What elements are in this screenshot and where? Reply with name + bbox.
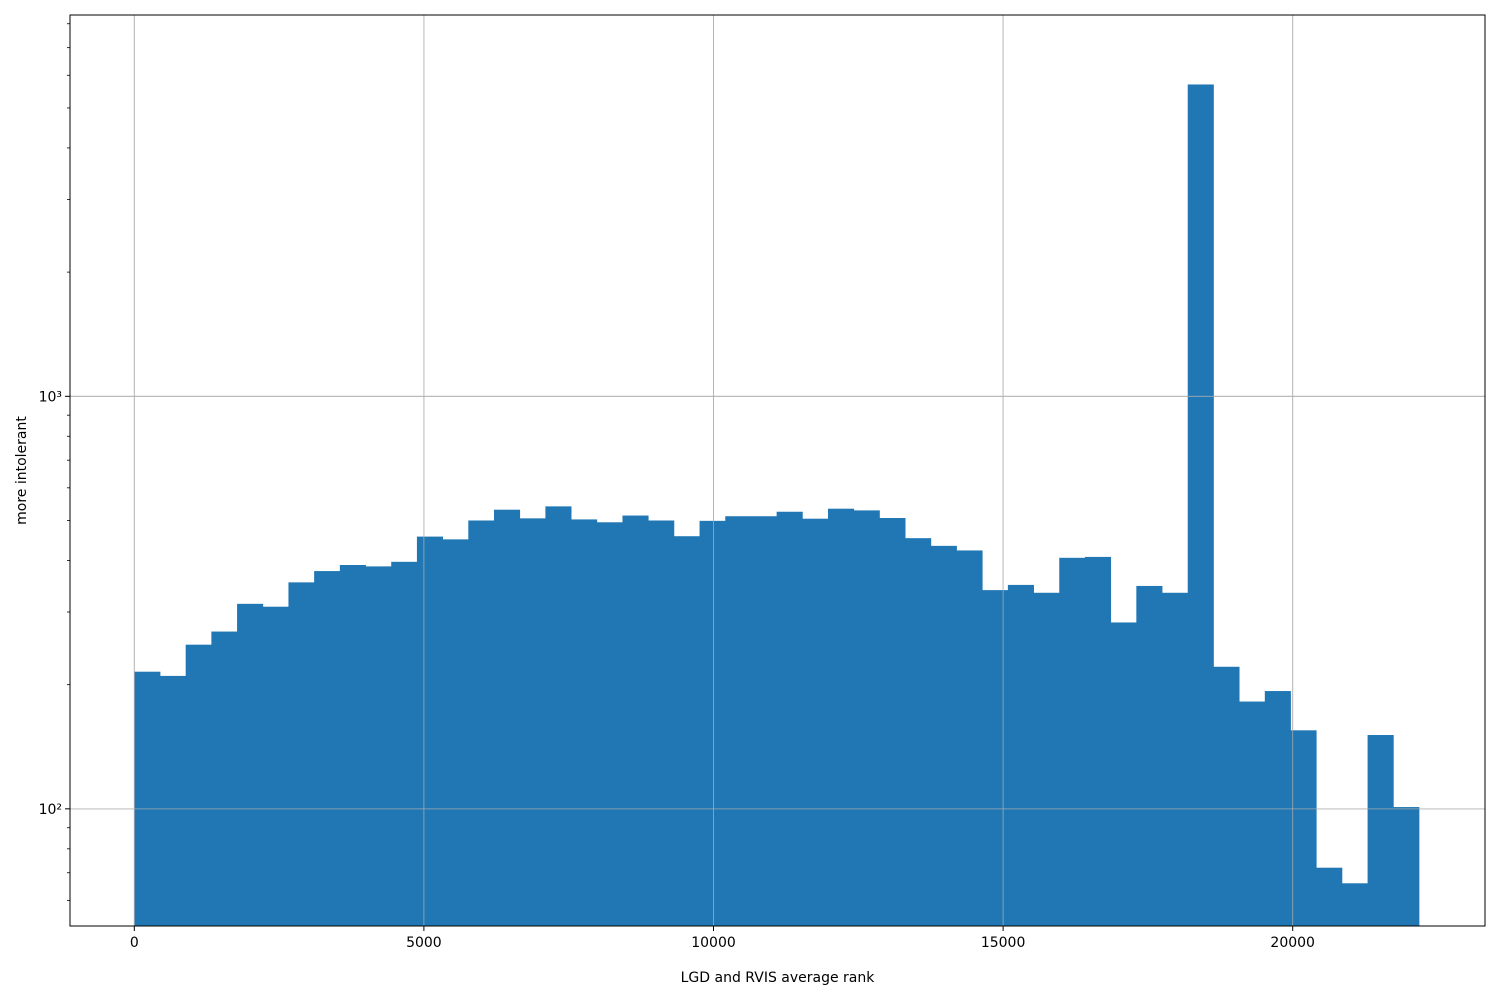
histogram-bars	[134, 84, 1420, 927]
y-axis-label: more intolerant	[14, 416, 30, 525]
x-tick-label: 10000	[691, 935, 736, 951]
histogram-bar	[1393, 807, 1420, 926]
histogram-bar	[159, 675, 187, 926]
x-tick-label: 15000	[981, 935, 1026, 951]
histogram-bar	[1084, 556, 1112, 926]
histogram-bar	[648, 520, 675, 926]
histogram-bar	[622, 515, 649, 926]
histogram-bar	[1110, 622, 1137, 926]
histogram-bar	[339, 565, 366, 926]
histogram-bar	[1136, 585, 1163, 926]
histogram-bar	[1341, 883, 1368, 926]
histogram-bar	[725, 516, 752, 926]
histogram-bar	[571, 519, 598, 926]
histogram-bar	[185, 644, 212, 926]
histogram-bar	[1007, 584, 1034, 926]
histogram-bar	[1059, 557, 1086, 926]
histogram-bar	[391, 561, 418, 926]
histogram-bar	[1033, 592, 1060, 926]
histogram-bar	[776, 511, 803, 926]
histogram-bar	[468, 520, 495, 926]
histogram-bar	[237, 603, 264, 926]
x-tick-label: 5000	[406, 935, 442, 951]
histogram-bar	[956, 550, 983, 926]
histogram-bar	[494, 509, 521, 926]
axis-ticks: 0 5000 10000 15000 20000 10² 10³	[39, 23, 1315, 951]
y-tick-label: 10²	[39, 802, 62, 818]
histogram-bar	[1239, 701, 1266, 926]
histogram-bar	[288, 582, 315, 926]
histogram-bar	[596, 522, 623, 926]
histogram-bar	[828, 508, 855, 926]
histogram-bar	[1213, 666, 1240, 926]
histogram-bar	[365, 566, 392, 926]
y-tick-label: 10³	[39, 389, 62, 405]
histogram-bar	[134, 671, 161, 926]
histogram-bar	[519, 518, 546, 926]
histogram-bar	[314, 571, 341, 926]
histogram-bar	[545, 506, 572, 926]
histogram-bar	[905, 538, 932, 926]
grid-lines-foreground	[70, 15, 1485, 926]
x-tick-label: 0	[130, 935, 139, 951]
histogram-bar	[853, 510, 880, 926]
histogram-bar	[1290, 730, 1317, 926]
histogram-bar	[1187, 84, 1214, 927]
histogram-bar	[1367, 735, 1394, 926]
histogram-bar	[673, 536, 700, 926]
histogram-bar	[982, 590, 1009, 926]
histogram-bar	[802, 518, 829, 926]
histogram-bar	[930, 545, 957, 926]
histogram-bar	[262, 606, 289, 926]
histogram-bar	[416, 536, 444, 926]
histogram-bar	[699, 520, 726, 926]
x-tick-label: 20000	[1270, 935, 1315, 951]
histogram-bar	[1162, 592, 1189, 926]
histogram-bar	[211, 631, 238, 926]
x-axis-label: LGD and RVIS average rank	[681, 970, 876, 986]
histogram-bar	[1316, 867, 1343, 926]
histogram-bar	[750, 516, 778, 926]
plot-frame	[69, 14, 1486, 927]
histogram-bar	[879, 517, 906, 926]
histogram-bar	[442, 539, 469, 926]
